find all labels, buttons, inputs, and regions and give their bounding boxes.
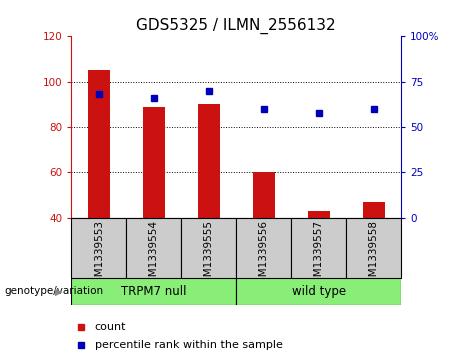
Text: GSM1339553: GSM1339553 xyxy=(94,220,104,290)
Bar xyxy=(71,278,236,305)
Bar xyxy=(363,202,384,218)
Text: GSM1339555: GSM1339555 xyxy=(204,220,214,290)
Bar xyxy=(236,218,291,278)
Bar xyxy=(88,70,110,218)
Text: GSM1339558: GSM1339558 xyxy=(369,220,378,290)
Bar xyxy=(126,218,181,278)
Text: ▶: ▶ xyxy=(55,286,62,296)
Text: genotype/variation: genotype/variation xyxy=(5,286,104,296)
Title: GDS5325 / ILMN_2556132: GDS5325 / ILMN_2556132 xyxy=(136,17,336,33)
Bar xyxy=(198,104,220,218)
Bar xyxy=(71,218,126,278)
Bar xyxy=(291,218,346,278)
Bar xyxy=(236,278,401,305)
Bar xyxy=(181,218,236,278)
Text: GSM1339557: GSM1339557 xyxy=(313,220,324,290)
Bar xyxy=(307,211,330,218)
Text: TRPM7 null: TRPM7 null xyxy=(121,285,187,298)
Text: wild type: wild type xyxy=(292,285,346,298)
Text: GSM1339556: GSM1339556 xyxy=(259,220,269,290)
Text: GSM1339554: GSM1339554 xyxy=(149,220,159,290)
Text: percentile rank within the sample: percentile rank within the sample xyxy=(95,339,283,350)
Bar xyxy=(346,218,401,278)
Text: count: count xyxy=(95,322,126,332)
Bar xyxy=(253,172,275,218)
Bar xyxy=(143,107,165,218)
